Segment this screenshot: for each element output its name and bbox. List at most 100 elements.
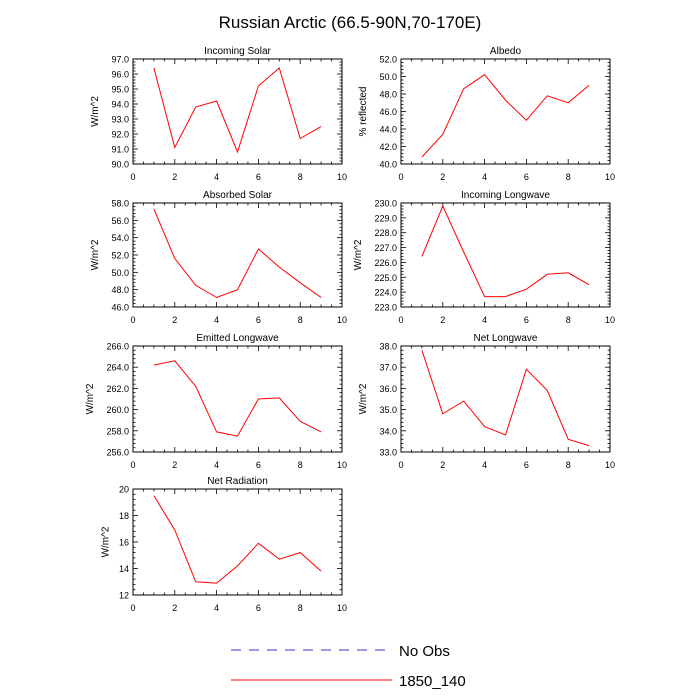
y-tick-label: 266.0 xyxy=(106,342,129,352)
x-tick-label: 2 xyxy=(172,315,177,325)
y-tick-label: 92.0 xyxy=(111,130,129,140)
y-tick-label: 225.0 xyxy=(374,273,397,283)
x-tick-label: 10 xyxy=(337,315,347,325)
y-tick-label: 16 xyxy=(119,538,129,548)
series-line-1850_140 xyxy=(153,495,322,584)
y-tick-label: 90.0 xyxy=(111,160,129,170)
y-tick-label: 44.0 xyxy=(379,125,397,135)
x-tick-label: 0 xyxy=(130,460,135,470)
series-line-1850_140 xyxy=(421,350,590,447)
y-tick-label: 260.0 xyxy=(106,405,129,415)
y-tick-label: 230.0 xyxy=(374,199,397,209)
panel-5: Emitted Longwave 0 2 4 6 8 10 256.0 258.0 260.0 26… xyxy=(85,333,347,470)
legend-label-1: No Obs xyxy=(399,643,450,660)
panel-title: Incoming Solar xyxy=(204,46,271,57)
panel-title: Emitted Longwave xyxy=(196,333,279,344)
panel-6: Net Longwave 0 2 4 6 8 10 33.0 34.0 35.0 36.0 37.0 3… xyxy=(358,333,615,470)
series-line-1850_140 xyxy=(421,74,590,158)
x-tick-label: 2 xyxy=(440,172,445,182)
panel-4: Incoming Longwave 0 2 4 6 8 10 223.0 224.0 225.0 2… xyxy=(353,190,615,325)
series-line-1850_140 xyxy=(153,360,322,437)
series-line-1850_140 xyxy=(153,67,322,154)
y-tick-label: 12 xyxy=(119,591,129,601)
y-axis-label: W/m^2 xyxy=(90,239,101,270)
x-tick-label: 10 xyxy=(605,460,615,470)
x-tick-label: 6 xyxy=(524,315,529,325)
x-tick-label: 0 xyxy=(398,315,403,325)
x-tick-label: 2 xyxy=(172,172,177,182)
x-tick-label: 8 xyxy=(298,315,303,325)
y-tick-label: 227.0 xyxy=(374,243,397,253)
y-tick-label: 46.0 xyxy=(111,303,129,313)
series-line-1850_140 xyxy=(421,204,590,298)
y-tick-label: 226.0 xyxy=(374,258,397,268)
y-axis-label: W/m^2 xyxy=(85,383,96,414)
y-tick-label: 96.0 xyxy=(111,70,129,80)
y-axis-label: W/m^2 xyxy=(358,383,369,414)
y-tick-label: 38.0 xyxy=(379,342,397,352)
x-tick-label: 2 xyxy=(440,460,445,470)
x-tick-label: 0 xyxy=(130,315,135,325)
y-tick-label: 34.0 xyxy=(379,426,397,436)
y-tick-label: 95.0 xyxy=(111,85,129,95)
x-tick-label: 8 xyxy=(566,172,571,182)
y-tick-label: 42.0 xyxy=(379,142,397,152)
x-tick-label: 8 xyxy=(298,603,303,613)
y-tick-label: 58.0 xyxy=(111,199,129,209)
panel-title: Incoming Longwave xyxy=(461,190,550,201)
panel-title: Albedo xyxy=(490,46,522,57)
y-tick-label: 229.0 xyxy=(374,213,397,223)
y-tick-label: 33.0 xyxy=(379,448,397,458)
y-tick-label: 93.0 xyxy=(111,115,129,125)
plot-frame xyxy=(400,345,611,453)
y-tick-label: 20 xyxy=(119,485,129,495)
y-tick-label: 94.0 xyxy=(111,100,129,110)
y-tick-label: 264.0 xyxy=(106,363,129,373)
y-tick-label: 40.0 xyxy=(379,160,397,170)
x-tick-label: 10 xyxy=(605,172,615,182)
panel-3: Absorbed Solar 0 2 4 6 8 10 46.0 48.0 50.0 52.0 54.… xyxy=(90,190,347,325)
y-tick-label: 50.0 xyxy=(379,72,397,82)
x-tick-label: 4 xyxy=(214,603,219,613)
x-tick-label: 4 xyxy=(482,460,487,470)
series-line-1850_140 xyxy=(153,208,322,299)
y-tick-label: 223.0 xyxy=(374,303,397,313)
x-tick-label: 6 xyxy=(256,460,261,470)
x-tick-label: 8 xyxy=(566,460,571,470)
y-tick-label: 48.0 xyxy=(111,285,129,295)
x-tick-label: 6 xyxy=(256,172,261,182)
x-tick-label: 4 xyxy=(214,172,219,182)
x-tick-label: 0 xyxy=(398,460,403,470)
y-tick-label: 36.0 xyxy=(379,384,397,394)
x-tick-label: 10 xyxy=(337,603,347,613)
y-axis-label: W/m^2 xyxy=(90,96,101,127)
y-tick-label: 37.0 xyxy=(379,363,397,373)
x-tick-label: 0 xyxy=(130,172,135,182)
x-tick-label: 6 xyxy=(524,460,529,470)
x-tick-label: 6 xyxy=(256,315,261,325)
y-tick-label: 14 xyxy=(119,564,129,574)
x-tick-label: 4 xyxy=(482,315,487,325)
panel-1: Incoming Solar 0 2 4 6 8 10 90.0 91.0 92.0 93.0 94.… xyxy=(90,46,347,182)
y-tick-label: 224.0 xyxy=(374,288,397,298)
x-tick-label: 8 xyxy=(298,172,303,182)
plot-frame xyxy=(132,58,343,165)
y-tick-label: 91.0 xyxy=(111,145,129,155)
x-tick-label: 4 xyxy=(214,315,219,325)
y-tick-label: 48.0 xyxy=(379,90,397,100)
y-tick-label: 56.0 xyxy=(111,216,129,226)
panel-7: Net Radiation 0 2 4 6 8 10 12 14 16 18 20 W/m^2 xyxy=(101,476,347,613)
y-tick-label: 97.0 xyxy=(111,55,129,65)
legend: No Obs 1850_140 xyxy=(231,643,466,690)
plot-frame xyxy=(400,202,611,308)
y-axis-label: % reflected xyxy=(358,86,369,136)
y-tick-label: 258.0 xyxy=(106,426,129,436)
plot-frame xyxy=(400,58,611,165)
y-tick-label: 52.0 xyxy=(379,55,397,65)
plot-frame xyxy=(132,488,343,596)
x-tick-label: 4 xyxy=(214,460,219,470)
panel-title: Net Longwave xyxy=(474,333,538,344)
y-axis-label: W/m^2 xyxy=(353,239,364,270)
x-tick-label: 6 xyxy=(524,172,529,182)
x-tick-label: 0 xyxy=(398,172,403,182)
